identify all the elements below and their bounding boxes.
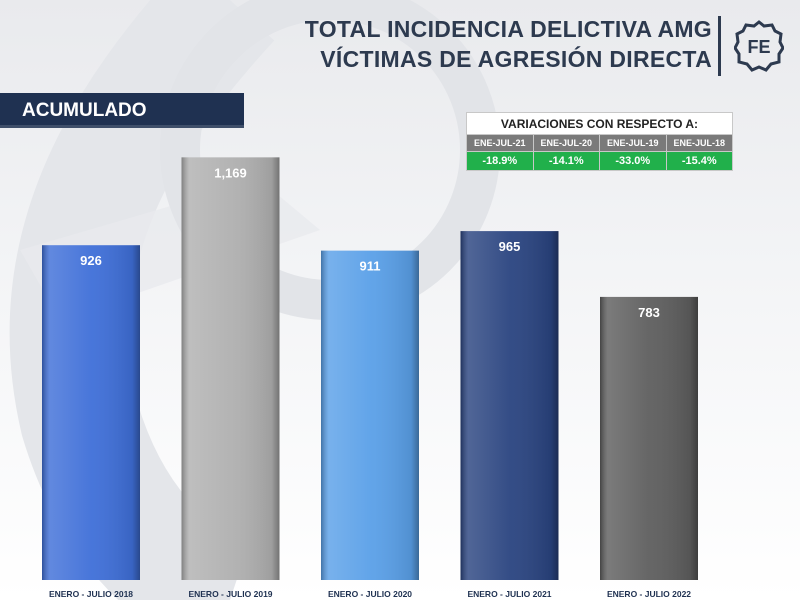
variations-table: VARIACIONES CON RESPECTO A: ENE-JUL-21 E… bbox=[466, 112, 733, 171]
bar-value-label: 1,169 bbox=[214, 165, 247, 180]
chart-subtitle: VÍCTIMAS DE AGRESIÓN DIRECTA bbox=[320, 46, 712, 72]
fe-logo-text: FE bbox=[747, 37, 770, 57]
bar-value-label: 926 bbox=[80, 253, 102, 268]
variation-value: -33.0% bbox=[599, 151, 667, 171]
bar-value-label: 965 bbox=[499, 239, 521, 254]
variation-value: -18.9% bbox=[466, 151, 534, 171]
bar-shading bbox=[600, 296, 698, 580]
category-label: ENERO - JULIO 2019 bbox=[188, 589, 272, 599]
bar-shading bbox=[181, 157, 280, 580]
category-label: ENERO - JULIO 2021 bbox=[467, 589, 551, 599]
title-block: TOTAL INCIDENCIA DELICTIVA AMG VÍCTIMAS … bbox=[305, 14, 712, 74]
bar-shading bbox=[321, 250, 419, 580]
category-label: ENERO - JULIO 2022 bbox=[607, 589, 691, 599]
title-divider bbox=[718, 16, 721, 76]
fe-logo-icon: FE bbox=[734, 20, 784, 72]
section-label: ACUMULADO bbox=[0, 93, 244, 128]
bar-shading bbox=[460, 231, 559, 580]
bar-value-label: 783 bbox=[638, 305, 660, 320]
variation-value: -14.1% bbox=[532, 151, 600, 171]
bar-shading bbox=[42, 245, 140, 580]
variation-period: ENE-JUL-21 bbox=[466, 134, 534, 152]
category-label: ENERO - JULIO 2020 bbox=[328, 589, 412, 599]
bar-value-label: 911 bbox=[360, 259, 381, 274]
chart-title: TOTAL INCIDENCIA DELICTIVA AMG bbox=[304, 16, 712, 42]
variation-value: -15.4% bbox=[665, 151, 733, 171]
variations-heading: VARIACIONES CON RESPECTO A: bbox=[466, 112, 733, 135]
variation-period: ENE-JUL-19 bbox=[599, 134, 667, 152]
category-label: ENERO - JULIO 2018 bbox=[49, 589, 133, 599]
